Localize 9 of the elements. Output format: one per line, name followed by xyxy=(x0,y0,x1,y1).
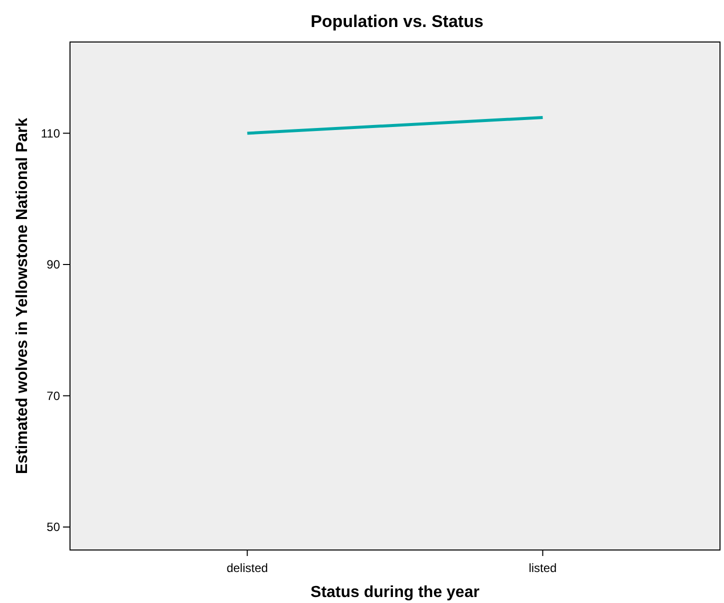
y-tick-label: 110 xyxy=(40,126,60,140)
y-tick-label: 90 xyxy=(46,258,60,272)
x-tick-label: listed xyxy=(528,561,557,575)
y-tick-label: 70 xyxy=(46,388,60,403)
chart-title: Population vs. Status xyxy=(310,12,484,31)
x-tick-label: delisted xyxy=(226,561,268,575)
x-axis-title: Status during the year xyxy=(310,584,480,601)
y-axis-title: Estimated wolves in Yellowstone National Park xyxy=(14,118,31,474)
y-tick-label: 50 xyxy=(46,520,60,534)
